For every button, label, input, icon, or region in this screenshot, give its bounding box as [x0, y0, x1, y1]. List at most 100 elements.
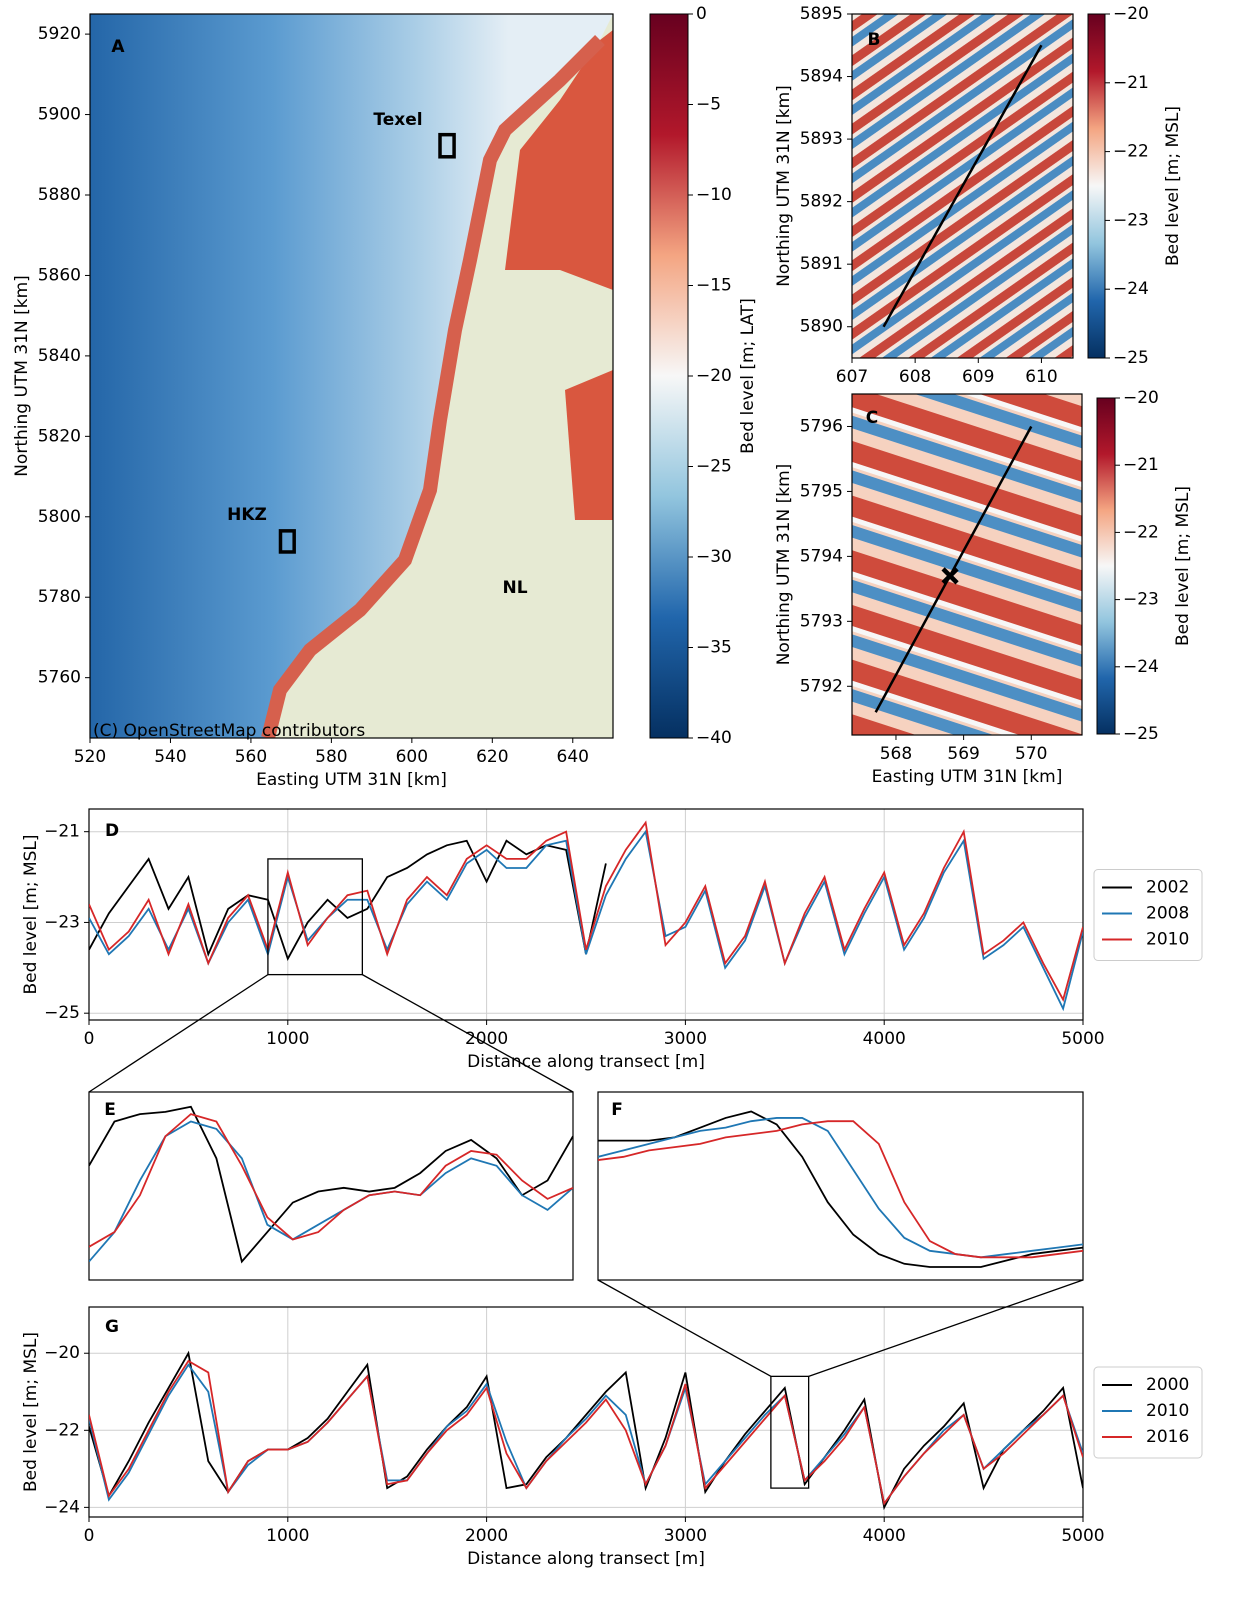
data-line — [89, 1113, 573, 1248]
y-tick-label: 5920 — [38, 24, 81, 44]
panel-label: D — [105, 821, 119, 841]
colorbar-tick-label: −22 — [1113, 142, 1149, 162]
y-tick-label: 5891 — [800, 254, 843, 274]
colorbar-tick-label: −20 — [696, 366, 732, 386]
legend-box — [1093, 869, 1203, 961]
data-line — [89, 1120, 573, 1263]
panel-label: F — [611, 1100, 623, 1120]
y-axis-label: Bed level [m; MSL] — [21, 1332, 41, 1492]
plot-frame — [88, 1091, 574, 1281]
panel-label: E — [104, 1100, 116, 1120]
y-tick-label: 5894 — [800, 67, 843, 87]
plot-frame — [851, 13, 1074, 359]
plot-frame — [851, 393, 1083, 736]
x-axis-label: Easting UTM 31N [km] — [256, 770, 447, 790]
x-axis-label: Easting UTM 31N [km] — [872, 767, 1063, 787]
x-tick-label: 3000 — [664, 1029, 707, 1049]
colorbar-tick-label: −25 — [1113, 348, 1149, 368]
map-background — [90, 14, 613, 738]
transect-line — [882, 44, 1043, 328]
extent-box — [438, 132, 456, 159]
data-line — [89, 820, 1083, 1002]
y-tick-label: 5760 — [38, 668, 81, 688]
data-line — [89, 1105, 573, 1264]
legend-label: 2010 — [1146, 1401, 1189, 1421]
x-tick-label: 0 — [84, 1526, 95, 1546]
y-tick-label: 5895 — [800, 4, 843, 24]
x-tick-label: 620 — [476, 747, 508, 767]
colorbar-label: Bed level [m; MSL] — [1163, 106, 1183, 266]
colorbar-tick-label: −5 — [696, 95, 721, 115]
y-tick-label: 5840 — [38, 346, 81, 366]
plot-frame — [89, 13, 614, 739]
y-tick-label: 5890 — [800, 317, 843, 337]
y-tick-label: −21 — [44, 822, 80, 842]
x-tick-label: 0 — [84, 1029, 95, 1049]
data-line — [89, 829, 1083, 1012]
colorbar-tick-label: −40 — [696, 728, 732, 748]
y-tick-label: 5796 — [800, 416, 843, 436]
colorbar-tick-label: −25 — [1123, 724, 1159, 744]
x-tick-label: 608 — [899, 367, 931, 387]
x-tick-label: 2000 — [465, 1526, 508, 1546]
zoom-connector — [808, 1279, 1084, 1377]
y-tick-label: 5860 — [38, 265, 81, 285]
colorbar-tick-label: −20 — [1123, 388, 1159, 408]
y-tick-label: 5880 — [38, 185, 81, 205]
legend-label: 2000 — [1146, 1375, 1189, 1395]
x-tick-label: 1000 — [266, 1029, 309, 1049]
y-tick-label: 5893 — [800, 129, 843, 149]
zoom-connector — [597, 1279, 772, 1377]
colorbar — [1096, 397, 1116, 735]
x-tick-label: 3000 — [664, 1526, 707, 1546]
y-tick-label: 5800 — [38, 507, 81, 527]
legend-box — [1093, 1366, 1203, 1459]
x-axis-label: Distance along transect [m] — [467, 1549, 705, 1569]
plot-frame — [597, 1091, 1084, 1281]
y-tick-label: 5792 — [800, 676, 843, 696]
y-tick-label: 5820 — [38, 426, 81, 446]
colorbar-label: Bed level [m; MSL] — [1173, 486, 1193, 646]
y-tick-label: −23 — [44, 912, 80, 932]
x-tick-label: 4000 — [863, 1526, 906, 1546]
data-line — [89, 1363, 1083, 1506]
y-tick-label: −20 — [44, 1343, 80, 1363]
zoom-connector — [362, 974, 574, 1093]
x-tick-label: 610 — [1025, 367, 1057, 387]
data-line — [598, 1120, 1083, 1259]
colorbar-tick-label: −23 — [1123, 590, 1159, 610]
x-tick-label: 5000 — [1061, 1526, 1104, 1546]
plot-frame — [88, 808, 1084, 1021]
y-axis-label: Northing UTM 31N [km] — [774, 464, 794, 666]
x-tick-label: 540 — [154, 747, 186, 767]
y-axis-label: Northing UTM 31N [km] — [12, 275, 32, 477]
y-axis-label: Bed level [m; MSL] — [21, 834, 41, 994]
y-tick-label: −22 — [44, 1420, 80, 1440]
x-tick-label: 569 — [947, 744, 979, 764]
y-axis-label: Northing UTM 31N [km] — [774, 85, 794, 287]
y-tick-label: −25 — [44, 1003, 80, 1023]
annotation: (C) OpenStreetMap contributors — [93, 721, 365, 741]
legend-label: 2008 — [1146, 904, 1189, 924]
x-tick-label: 580 — [315, 747, 347, 767]
panel-label: C — [866, 408, 878, 428]
y-tick-label: 5900 — [38, 105, 81, 125]
colorbar-tick-label: −21 — [1113, 73, 1149, 93]
x-tick-label: 600 — [396, 747, 428, 767]
x-tick-label: 2000 — [465, 1029, 508, 1049]
x-tick-label: 5000 — [1061, 1029, 1104, 1049]
x-tick-label: 570 — [1015, 744, 1047, 764]
x-axis-label: Distance along transect [m] — [467, 1052, 705, 1072]
colorbar-tick-label: −35 — [696, 638, 732, 658]
y-tick-label: 5794 — [800, 546, 843, 566]
panel-label: B — [868, 30, 881, 50]
panel-label: G — [105, 1317, 119, 1337]
colorbar — [1087, 13, 1106, 359]
colorbar-tick-label: −23 — [1113, 210, 1149, 230]
x-tick-label: 4000 — [863, 1029, 906, 1049]
x-tick-label: 568 — [880, 744, 912, 764]
colorbar-tick-label: 0 — [696, 4, 707, 24]
colorbar-tick-label: −24 — [1113, 279, 1149, 299]
y-tick-label: −24 — [44, 1497, 80, 1517]
